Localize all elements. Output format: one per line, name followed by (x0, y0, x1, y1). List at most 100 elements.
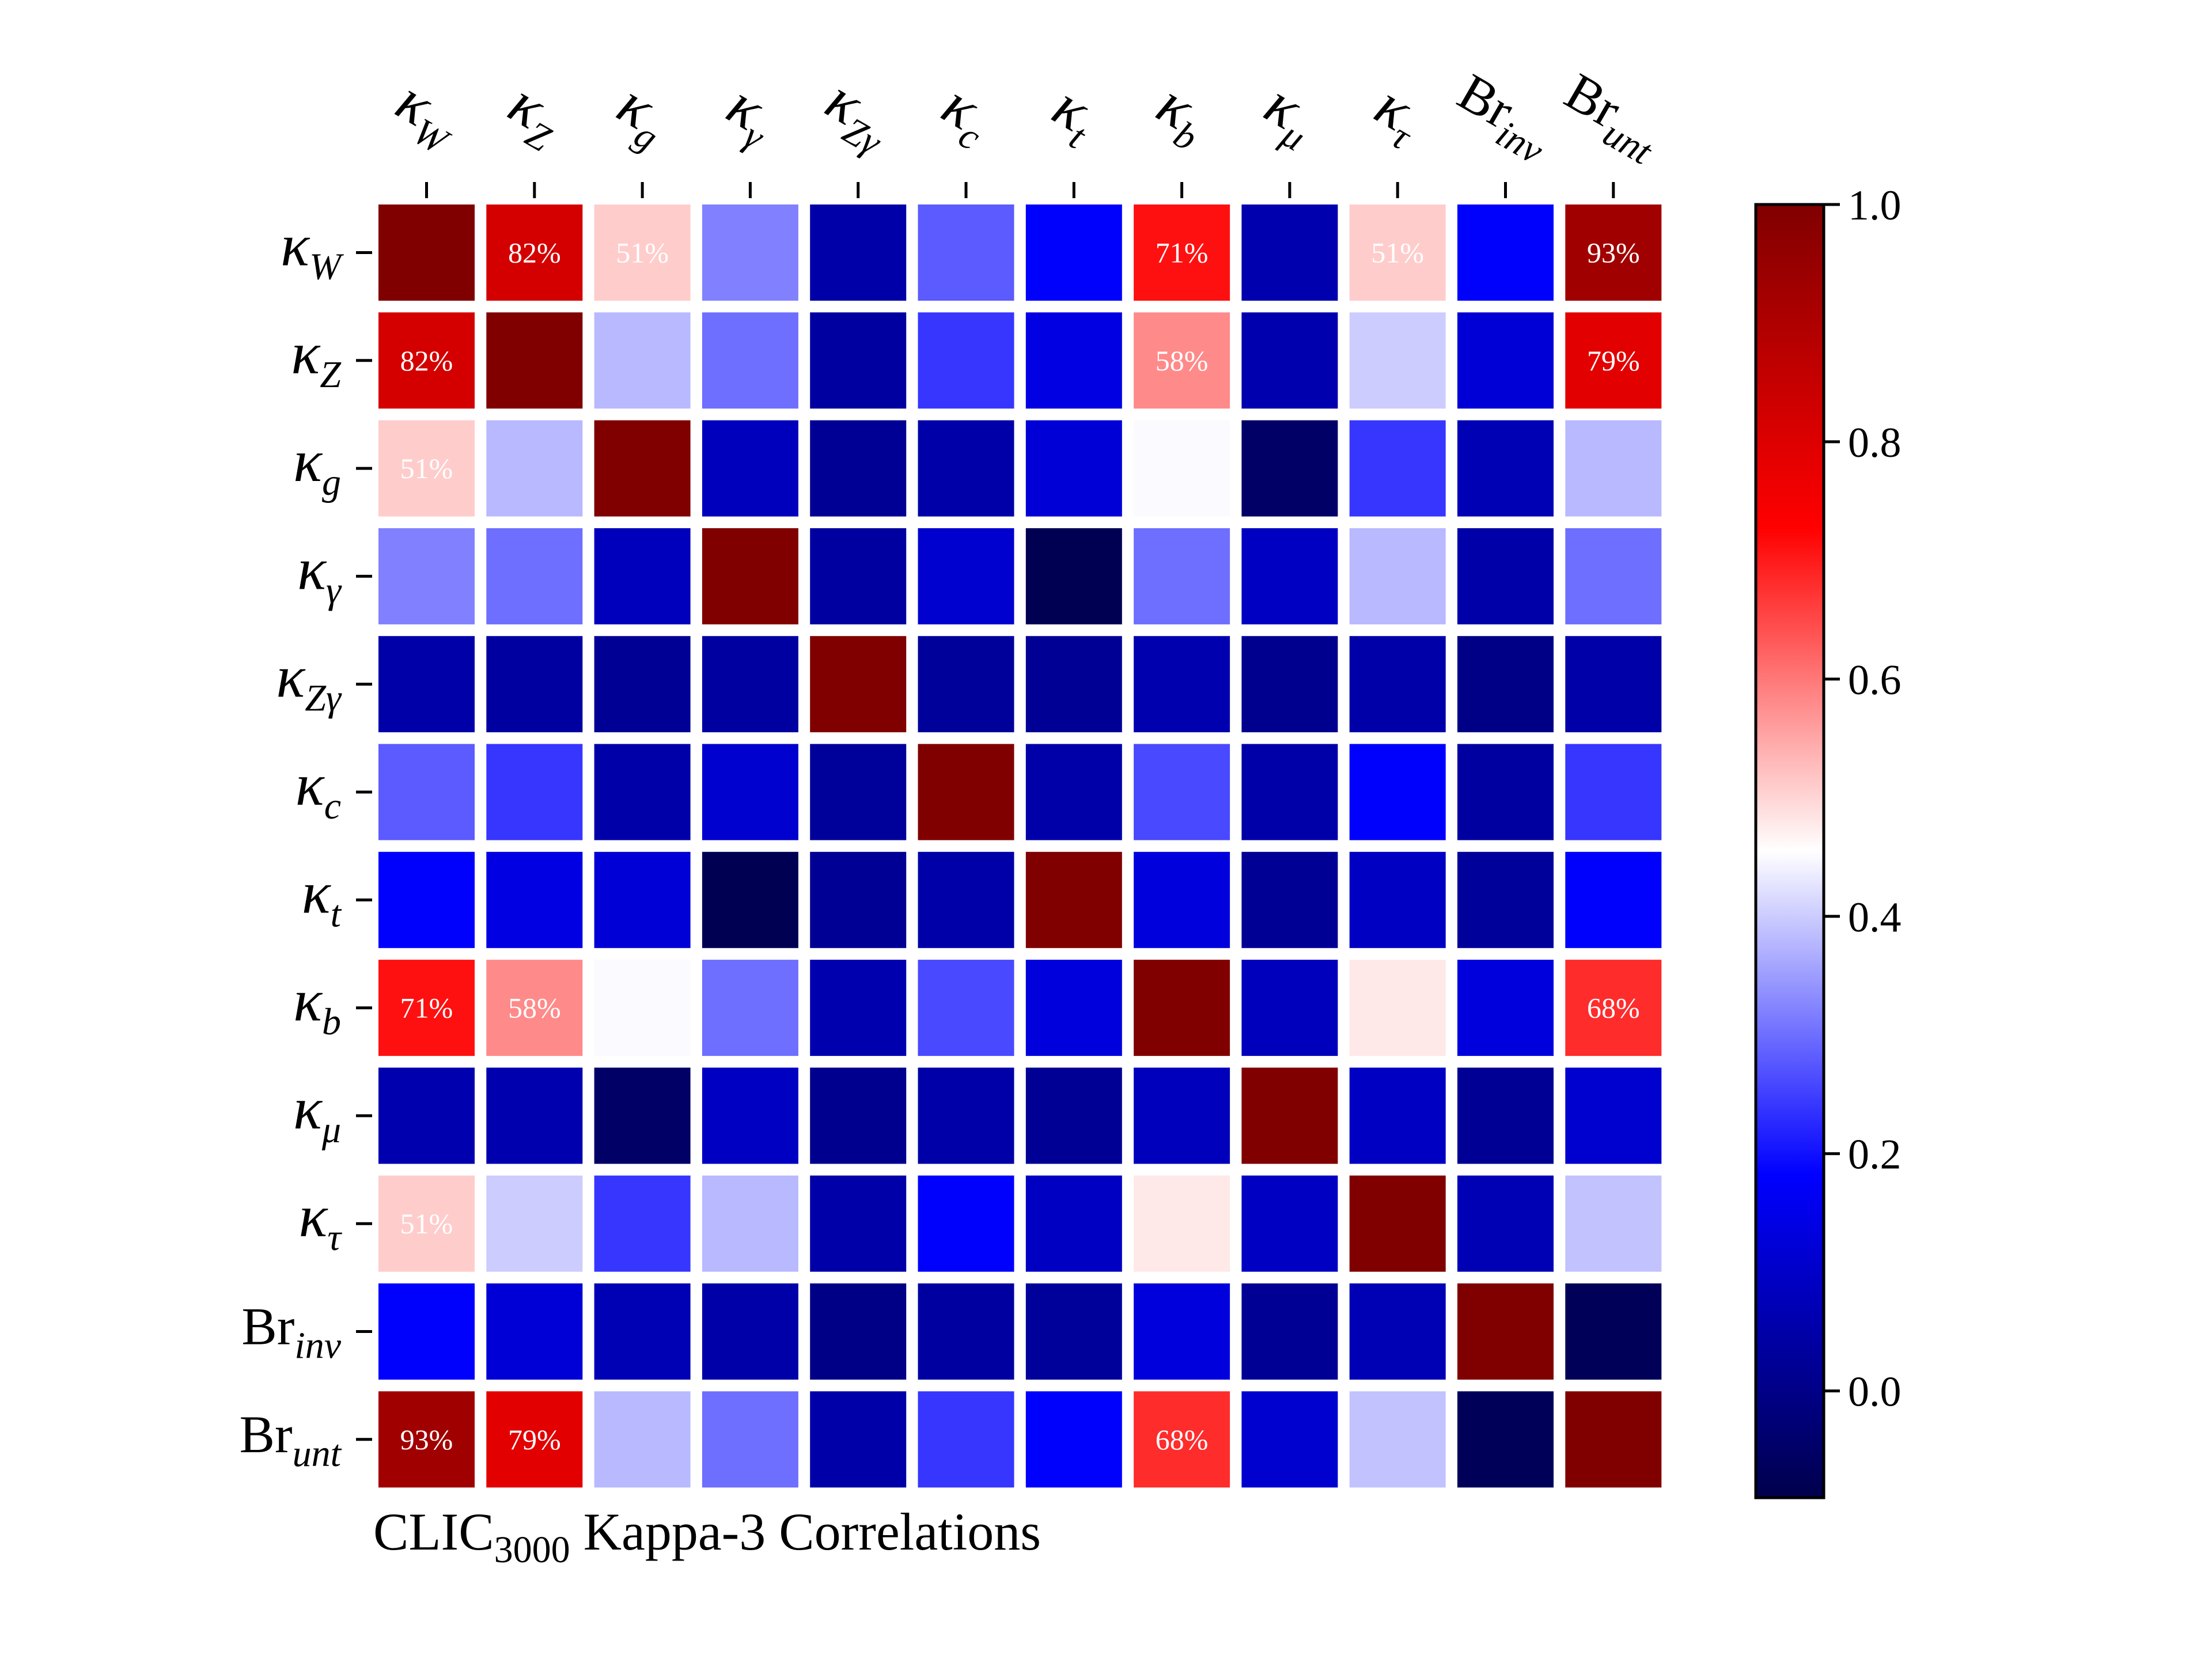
heatmap-cell-r4-c11 (1565, 636, 1662, 733)
colorbar-tick-label-5: 1.0 (1848, 182, 1902, 229)
x-tick-label-4: κZγ (810, 66, 906, 164)
heatmap-cell-r2-c11 (1565, 420, 1662, 517)
heatmap-cell-r7-c10 (1457, 960, 1554, 1056)
heatmap-cell-r3-c0 (378, 528, 475, 624)
heatmap-cell-r7-c4 (810, 960, 907, 1056)
heatmap-cell-r7-c7 (1134, 960, 1230, 1056)
heatmap-cell-r1-c8 (1241, 312, 1338, 409)
heatmap-cell-r10-c0 (378, 1283, 475, 1380)
heatmap-cell-r11-c0 (378, 1391, 475, 1488)
heatmap-cell-r1-c9 (1349, 312, 1446, 409)
cell-label-r0-c7: 71% (1156, 237, 1209, 269)
colorbar-tick-label-1: 0.2 (1848, 1131, 1902, 1179)
heatmap-cell-r4-c7 (1134, 636, 1230, 733)
heatmap-cell-r4-c6 (1025, 636, 1122, 733)
heatmap-cell-r0-c8 (1241, 204, 1338, 301)
cell-label-r7-c1: 58% (508, 992, 561, 1024)
heatmap-cell-r5-c3 (702, 744, 798, 840)
heatmap-cell-r1-c5 (918, 312, 1014, 409)
heatmap-cell-r0-c10 (1457, 204, 1554, 301)
heatmap-cell-r11-c4 (810, 1391, 907, 1488)
x-tick-label-10: Brinv (1443, 62, 1565, 172)
heatmap-cell-r1-c0 (378, 312, 475, 409)
heatmap-cell-r9-c9 (1349, 1175, 1446, 1272)
cell-label-r2-c0: 51% (400, 452, 453, 484)
heatmap-cell-r6-c5 (918, 851, 1014, 948)
heatmap-cell-r6-c9 (1349, 851, 1446, 948)
x-tick-label-5: κc (927, 71, 1004, 159)
heatmap-cell-r2-c2 (594, 420, 691, 517)
heatmap-cell-r10-c1 (486, 1283, 583, 1380)
heatmap-cell-r9-c5 (918, 1175, 1014, 1272)
heatmap-cell-r0-c7 (1134, 204, 1230, 301)
chart-title: CLIC3000 Kappa-3 Correlations (373, 1502, 1041, 1571)
heatmap-cell-r9-c11 (1565, 1175, 1662, 1272)
heatmap-cell-r5-c5 (918, 744, 1014, 840)
heatmap-cell-r4-c4 (810, 636, 907, 733)
heatmap-cell-r10-c10 (1457, 1283, 1554, 1380)
heatmap-cell-r9-c3 (702, 1175, 798, 1272)
y-tick-label-5: κc (296, 752, 341, 827)
colorbar-tick-label-3: 0.6 (1848, 657, 1902, 704)
heatmap-cell-r6-c7 (1134, 851, 1230, 948)
heatmap-cell-r4-c2 (594, 636, 691, 733)
cell-label-r11-c1: 79% (508, 1423, 561, 1456)
heatmap-cell-r1-c1 (486, 312, 583, 409)
heatmap-cell-r3-c11 (1565, 528, 1662, 624)
heatmap-cell-r5-c7 (1134, 744, 1230, 840)
y-tick-label-6: κt (302, 859, 342, 935)
heatmap-cell-r11-c11 (1565, 1391, 1662, 1488)
heatmap-cell-r3-c6 (1025, 528, 1122, 624)
heatmap-cell-r5-c9 (1349, 744, 1446, 840)
x-tick-label-7: κb (1142, 70, 1221, 160)
heatmap-cell-r6-c0 (378, 851, 475, 948)
heatmap-cell-r4-c9 (1349, 636, 1446, 733)
heatmap-cell-r2-c7 (1134, 420, 1230, 517)
heatmap-cell-r3-c7 (1134, 528, 1230, 624)
y-tick-label-4: κZγ (276, 644, 342, 719)
y-tick-label-7: κb (293, 968, 341, 1043)
heatmap-cell-r0-c2 (594, 204, 691, 301)
heatmap-cell-r9-c4 (810, 1175, 907, 1272)
heatmap-cell-r10-c3 (702, 1283, 798, 1380)
y-tick-label-3: κγ (297, 536, 342, 611)
heatmap-cell-r11-c6 (1025, 1391, 1122, 1488)
heatmap-cell-r0-c6 (1025, 204, 1122, 301)
heatmap-cell-r5-c11 (1565, 744, 1662, 840)
y-axis-ticks: κW κZ κg κγ κZγ κc κt κb κμ κτ Brinv Brunt (240, 213, 372, 1475)
heatmap-cell-r6-c2 (594, 851, 691, 948)
heatmap-cell-r11-c9 (1349, 1391, 1446, 1488)
heatmap-cell-r5-c6 (1025, 744, 1122, 840)
x-tick-label-6: κt (1037, 72, 1110, 157)
heatmap-cell-r11-c7 (1134, 1391, 1230, 1488)
heatmap-cell-r2-c1 (486, 420, 583, 517)
x-tick-label-3: κγ (712, 71, 789, 158)
y-tick-label-2: κg (293, 428, 341, 503)
chart-title-prefix: CLIC (373, 1502, 494, 1561)
cell-label-r0-c9: 51% (1371, 237, 1424, 269)
heatmap-cell-r4-c10 (1457, 636, 1554, 733)
heatmap-cell-r9-c1 (486, 1175, 583, 1272)
heatmap-cell-r11-c10 (1457, 1391, 1554, 1488)
heatmap-cells (378, 204, 1662, 1488)
heatmap-cell-r4-c8 (1241, 636, 1338, 733)
heatmap-cell-r6-c1 (486, 851, 583, 948)
heatmap-cell-r10-c4 (810, 1283, 907, 1380)
colorbar-tick-label-0: 0.0 (1848, 1369, 1902, 1416)
heatmap-cell-r0-c11 (1565, 204, 1662, 301)
heatmap-cell-r8-c10 (1457, 1067, 1554, 1164)
y-tick-label-0: κW (281, 213, 344, 288)
heatmap-cell-r5-c4 (810, 744, 907, 840)
heatmap-cell-r2-c4 (810, 420, 907, 517)
heatmap-cell-r8-c0 (378, 1067, 475, 1164)
heatmap-cell-r9-c6 (1025, 1175, 1122, 1272)
cell-label-r1-c7: 58% (1156, 344, 1209, 377)
heatmap-cell-r2-c0 (378, 420, 475, 517)
heatmap-cell-r0-c3 (702, 204, 798, 301)
heatmap-cell-r7-c8 (1241, 960, 1338, 1056)
chart-title-subscript: 3000 (494, 1529, 570, 1571)
heatmap-cell-r11-c1 (486, 1391, 583, 1488)
heatmap-cell-r10-c6 (1025, 1283, 1122, 1380)
colorbar-gradient (1754, 203, 1825, 1499)
